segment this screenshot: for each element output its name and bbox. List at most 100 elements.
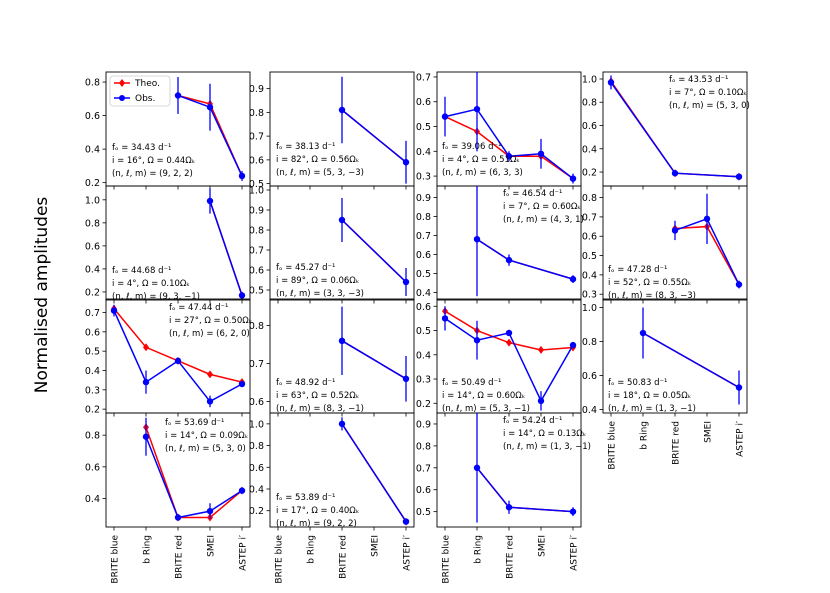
obs-point (569, 341, 577, 349)
panel-annotation: (n, ℓ, m) = (1, 3, −1) (608, 404, 696, 414)
obs-point (569, 175, 577, 182)
obs-point (569, 508, 577, 515)
x-tick-label: BRITE blue (442, 535, 452, 584)
obs-line (642, 332, 740, 389)
panel-annotation: i = 63°, Ω = 0.52Ωₖ (276, 391, 360, 401)
y-tick-label: 0.7 (249, 359, 264, 370)
theo-line (476, 467, 574, 513)
obs-point (174, 357, 182, 365)
y-tick-label: 0.4 (582, 405, 597, 416)
obs-point (238, 487, 246, 494)
panel-annotation: (n, ℓ, m) = (8, 3, −3) (608, 291, 696, 301)
panel-2: 0.5 0.6 0.7 0.8 0.9 fₒ = 38.13 d⁻¹ i = 82°, Ω … (249, 71, 415, 190)
y-tick-label: 0.5 (416, 326, 431, 337)
obs-point (671, 170, 679, 177)
theo-point (506, 338, 512, 347)
x-tick-label: ASTEP i′ (570, 535, 580, 571)
legend-obs-label: Obs. (135, 94, 155, 104)
obs-point (473, 105, 481, 113)
y-tick-label: 0.4 (85, 264, 100, 275)
y-tick-label: 0.2 (249, 506, 264, 517)
y-tick-label: 0.3 (85, 385, 100, 396)
panel-annotation: fₒ = 43.53 d⁻¹ (669, 75, 728, 85)
y-tick-label: 0.2 (85, 405, 100, 416)
x-tick-label: BRITE blue (111, 535, 121, 584)
y-tick-label: 0.3 (416, 172, 431, 183)
x-tick-label: BRITE red (506, 535, 516, 579)
obs-point (110, 307, 118, 314)
obs-point (238, 380, 246, 388)
panel-13: 0.4 0.6 0.8 fₒ = 53.69 d⁻¹ i = 14°, Ω = 0.09… (85, 412, 251, 584)
y-tick-label: 0.6 (582, 232, 597, 243)
obs-line (476, 467, 574, 513)
panels: 0.2 0.4 0.6 0.8 fₒ = 34.43 d⁻¹ i = 16°, Ω = 0… (85, 71, 750, 584)
obs-point (735, 384, 743, 391)
legend: Theo. Obs. (109, 75, 171, 107)
y-tick-label: 0.7 (416, 72, 431, 83)
y-tick-label: 0.3 (582, 290, 597, 301)
x-tick-label: BRITE red (672, 421, 682, 465)
y-tick-label: 0.6 (85, 241, 100, 252)
obs-point (402, 278, 410, 286)
x-tick-label: b Ring (143, 535, 153, 564)
x-tick-label: SMEI (371, 535, 381, 557)
panel-annotation: i = 4°, Ω = 0.51Ωₖ (442, 155, 520, 165)
y-tick-label: 0.6 (85, 111, 100, 122)
panel-annotation: i = 27°, Ω = 0.50Ωₖ (169, 316, 253, 326)
obs-line (341, 340, 407, 380)
panel-annotation: fₒ = 50.49 d⁻¹ (442, 378, 501, 388)
y-tick-label: 0.8 (85, 78, 100, 89)
y-tick-label: 0.5 (249, 179, 264, 190)
panel-annotation: i = 4°, Ω = 0.10Ωₖ (112, 279, 190, 289)
panel-annotation: (n, ℓ, m) = (8, 3, −1) (276, 404, 364, 414)
obs-point (402, 375, 410, 382)
panel-annotation: (n, ℓ, m) = (5, 3, 0) (669, 101, 750, 111)
panel-annotation: (n, ℓ, m) = (5, 3, −1) (442, 404, 530, 414)
y-tick-label: 1.0 (249, 186, 264, 197)
panel-annotation: (n, ℓ, m) = (6, 3, 3) (442, 168, 523, 178)
y-tick-label: 0.9 (249, 84, 264, 95)
panel-annotation: (n, ℓ, m) = (3, 3, −3) (276, 289, 364, 299)
obs-point (206, 398, 214, 405)
y-tick-label: 0.6 (416, 97, 431, 108)
panel-annotation: fₒ = 47.28 d⁻¹ (608, 265, 667, 275)
panel-annotation: fₒ = 38.13 d⁻¹ (276, 142, 335, 152)
panel-annotation: i = 7°, Ω = 0.10Ωₖ (669, 88, 747, 98)
y-tick-label: 0.4 (85, 366, 100, 377)
obs-point (142, 378, 150, 386)
panel-annotation: (n, ℓ, m) = (9, 2, 2) (276, 519, 357, 529)
panel-annotation: i = 14°, Ω = 0.09Ωₖ (165, 431, 249, 441)
obs-point (174, 92, 182, 99)
y-tick-label: 0.6 (249, 266, 264, 277)
x-tick-label: BRITE blue (275, 535, 285, 584)
y-tick-label: 0.4 (416, 350, 431, 361)
y-tick-label: 0.5 (416, 122, 431, 133)
legend-obs-marker (119, 95, 125, 101)
obs-point (238, 172, 246, 180)
legend-theo-label: Theo. (134, 79, 160, 89)
y-tick-label: 0.4 (85, 145, 100, 156)
panel-annotation: i = 17°, Ω = 0.40Ωₖ (276, 506, 360, 516)
y-tick-label: 0.6 (416, 485, 431, 496)
panel-annotation: i = 18°, Ω = 0.05Ωₖ (608, 391, 692, 401)
x-tick-label: SMEI (704, 421, 714, 443)
panel-annotation: (n, ℓ, m) = (6, 2, 0) (169, 329, 250, 339)
obs-point (441, 113, 449, 120)
y-tick-label: 0.6 (249, 155, 264, 166)
panel-annotation: fₒ = 48.92 d⁻¹ (276, 378, 335, 388)
obs-point (402, 159, 410, 166)
y-tick-label: 0.8 (582, 337, 597, 348)
panel-7: 0.4 0.5 0.6 0.7 0.8 0.9 fₒ = 46.54 d⁻¹ i = 7°, … (416, 185, 584, 304)
y-tick-label: 0.2 (85, 178, 100, 189)
obs-point (569, 275, 577, 283)
obs-point (473, 337, 481, 344)
y-tick-label: 0.4 (416, 288, 431, 299)
obs-point (238, 292, 246, 299)
y-tick-label: 0.7 (249, 246, 264, 257)
y-tick-label: 0.7 (416, 231, 431, 242)
y-tick-label: 0.8 (582, 193, 597, 204)
obs-point (441, 315, 449, 322)
y-tick-label: 0.8 (416, 441, 431, 452)
obs-point (505, 329, 513, 337)
y-tick-label: 0.5 (582, 251, 597, 262)
